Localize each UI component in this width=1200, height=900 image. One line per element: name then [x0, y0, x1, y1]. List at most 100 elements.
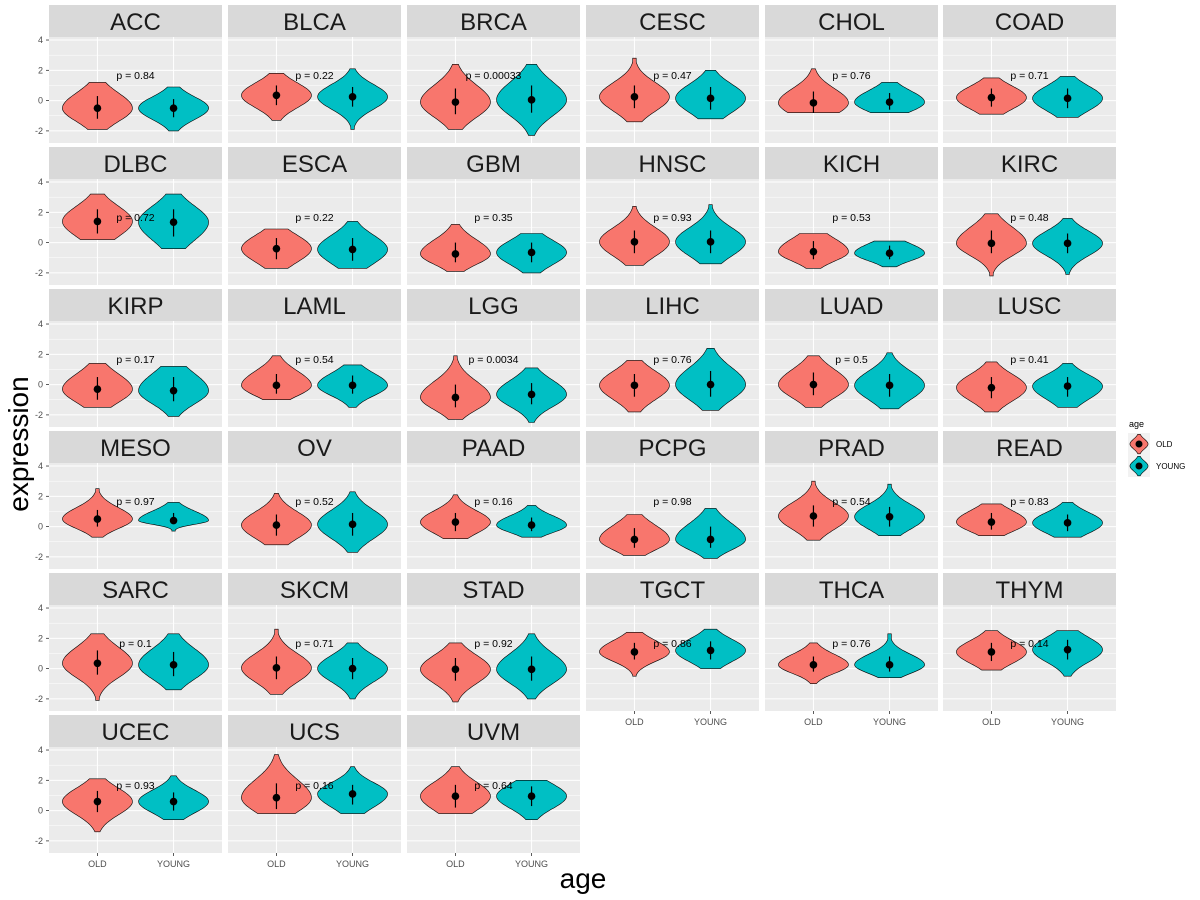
- x-tick-label: YOUNG: [694, 717, 727, 727]
- plot-area-acc: [49, 37, 222, 143]
- y-tick-label: 2: [38, 633, 43, 643]
- facet-panels: ACC -2 0 2 4 p = 0.84 BLCA p = 0.22 BRCA p = 0.00…: [35, 5, 1116, 869]
- median-point-old: [630, 535, 639, 544]
- median-point-young: [527, 792, 536, 801]
- strip-label-read: READ: [996, 435, 1063, 462]
- strip-label-chol: CHOL: [818, 9, 885, 36]
- strip-ucec: [49, 715, 222, 747]
- strip-label-ucec: UCEC: [101, 719, 169, 746]
- panel-read: READ p = 0.83: [943, 431, 1116, 569]
- median-point-old: [987, 239, 996, 248]
- p-value-blca: p = 0.22: [295, 70, 333, 82]
- p-value-cesc: p = 0.47: [653, 70, 691, 82]
- violin-young: [854, 633, 925, 678]
- p-value-sarc: p = 0.1: [119, 638, 152, 650]
- panel-lihc: LIHC p = 0.76: [586, 289, 759, 427]
- strip-meso: [49, 431, 222, 463]
- strip-lusc: [943, 289, 1116, 321]
- strip-label-pcpg: PCPG: [638, 435, 706, 462]
- x-tick-label: YOUNG: [1051, 717, 1084, 727]
- median-point-old: [93, 515, 102, 523]
- p-value-laml: p = 0.54: [295, 354, 333, 366]
- median-point-old: [809, 380, 818, 389]
- strip-laml: [228, 289, 401, 321]
- median-point-old: [630, 93, 639, 101]
- strip-label-coad: COAD: [995, 9, 1064, 36]
- median-point-old: [451, 665, 460, 674]
- panel-blca: BLCA p = 0.22: [228, 5, 401, 143]
- median-point-young: [348, 381, 357, 390]
- median-point-old: [987, 93, 996, 102]
- median-point-young: [527, 96, 536, 104]
- median-point-old: [809, 99, 818, 107]
- median-point-old: [272, 664, 281, 672]
- panel-lgg: LGG p = 0.0034: [407, 289, 580, 427]
- median-point-young: [527, 521, 536, 529]
- panel-paad: PAAD p = 0.16: [407, 431, 580, 569]
- p-value-lihc: p = 0.76: [653, 354, 691, 366]
- panel-cesc: CESC p = 0.47: [586, 5, 759, 143]
- y-tick-label: 4: [38, 603, 43, 613]
- strip-label-brca: BRCA: [460, 9, 527, 36]
- strip-luad: [765, 289, 938, 321]
- p-value-stad: p = 0.92: [474, 638, 512, 650]
- median-point-old: [272, 381, 281, 390]
- strip-coad: [943, 5, 1116, 37]
- strip-gbm: [407, 147, 580, 179]
- p-value-uvm: p = 0.64: [474, 780, 512, 792]
- strip-label-acc: ACC: [110, 9, 161, 36]
- panel-ucec: UCEC -2 0 2 4 OLD YOUNG p = 0.93: [35, 715, 222, 869]
- legend: age OLD YOUNG: [1128, 419, 1185, 477]
- panel-tgct: TGCT OLD YOUNG p = 0.86: [586, 573, 759, 727]
- median-point-young: [527, 665, 536, 674]
- y-tick-label: -2: [35, 126, 43, 136]
- panel-laml: LAML p = 0.54: [228, 289, 401, 427]
- median-point-old: [630, 238, 639, 246]
- plot-area-gbm: [407, 179, 580, 285]
- x-tick-label: OLD: [982, 717, 1001, 727]
- y-tick-label: 4: [38, 35, 43, 45]
- panel-kirc: KIRC p = 0.48: [943, 147, 1116, 285]
- p-value-ucec: p = 0.93: [116, 780, 154, 792]
- strip-acc: [49, 5, 222, 37]
- median-point-old: [987, 518, 996, 526]
- strip-lgg: [407, 289, 580, 321]
- plot-area-esca: [228, 179, 401, 285]
- median-point-young: [706, 380, 715, 389]
- median-point-young: [169, 797, 178, 806]
- panel-meso: MESO -2 0 2 4 p = 0.97: [35, 431, 222, 569]
- x-tick-label: OLD: [804, 717, 823, 727]
- legend-label-young: YOUNG: [1156, 462, 1185, 471]
- x-tick-label: OLD: [446, 859, 465, 869]
- median-point-old: [272, 244, 281, 253]
- strip-label-tgct: TGCT: [640, 577, 706, 604]
- violin-old: [778, 68, 849, 113]
- plot-area-lgg: [407, 321, 580, 427]
- y-tick-label: 2: [38, 207, 43, 217]
- median-point-young: [706, 94, 715, 103]
- strip-label-lusc: LUSC: [997, 293, 1061, 320]
- x-tick-label: YOUNG: [157, 859, 190, 869]
- median-point-young: [348, 93, 357, 101]
- p-value-kich: p = 0.53: [832, 212, 870, 224]
- strip-label-stad: STAD: [462, 577, 524, 604]
- x-tick-label: YOUNG: [336, 859, 369, 869]
- y-tick-label: 2: [38, 65, 43, 75]
- strip-kirp: [49, 289, 222, 321]
- panel-kirp: KIRP -2 0 2 4 p = 0.17: [35, 289, 222, 427]
- y-tick-label: 4: [38, 461, 43, 471]
- median-point-young: [169, 386, 178, 395]
- x-tick-label: YOUNG: [515, 859, 548, 869]
- strip-label-kirp: KIRP: [107, 293, 163, 320]
- median-point-young: [1063, 382, 1072, 390]
- panel-coad: COAD p = 0.71: [943, 5, 1116, 143]
- strip-label-blca: BLCA: [283, 9, 346, 36]
- p-value-ucs: p = 0.16: [295, 780, 333, 792]
- y-axis-title: expression: [3, 376, 34, 511]
- strip-read: [943, 431, 1116, 463]
- median-point-old: [451, 98, 460, 106]
- strip-cesc: [586, 5, 759, 37]
- legend-point-young: [1135, 462, 1143, 470]
- y-tick-label: 4: [38, 319, 43, 329]
- panel-acc: ACC -2 0 2 4 p = 0.84: [35, 5, 222, 143]
